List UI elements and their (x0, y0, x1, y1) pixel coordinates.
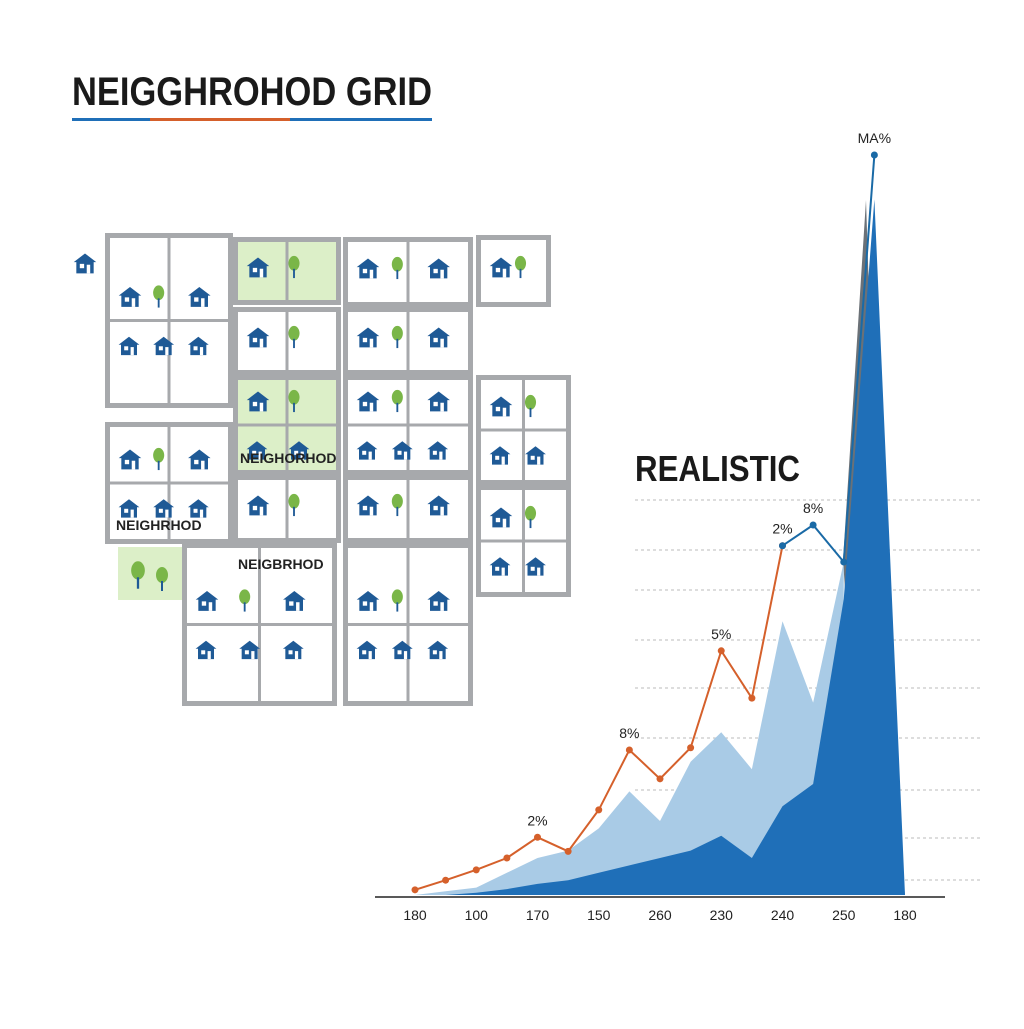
point (748, 694, 756, 702)
data-label: 8% (803, 500, 823, 516)
point (564, 847, 572, 855)
title-underline (150, 118, 290, 121)
plot: 180 100 170 150 260 230 240 250 180 2% 8% 5% 2% 8% MA% (403, 130, 917, 923)
data-label: 8% (619, 725, 639, 741)
point (779, 542, 786, 550)
block-inner (481, 240, 546, 302)
point (534, 833, 541, 841)
x-tick-label: 180 (403, 907, 427, 923)
point (442, 876, 450, 884)
x-tick-label: 170 (526, 907, 550, 923)
page-title: NEIGGHROHOD GRID (72, 70, 432, 114)
point (411, 886, 419, 894)
data-label: 2% (527, 812, 547, 828)
house-icon (73, 253, 97, 274)
data-label: 5% (711, 626, 731, 642)
block-label: NEIGBRHOD (238, 556, 324, 572)
area (415, 562, 844, 895)
block-label: NEIGHRHOD (116, 517, 202, 533)
x-tick-label: 180 (893, 907, 917, 923)
x-tick-label: 240 (771, 907, 795, 923)
line (781, 154, 876, 565)
x-tick-label: 260 (648, 907, 672, 923)
point (687, 744, 695, 752)
point (656, 775, 664, 783)
block-label: NEIGHORHOD (240, 450, 336, 466)
point (870, 151, 878, 159)
point (840, 558, 848, 566)
title-underline (72, 118, 150, 121)
area (415, 199, 905, 895)
neighborhood-grid (105, 233, 571, 706)
point (717, 647, 725, 655)
point (809, 521, 817, 529)
point (595, 806, 603, 814)
park (118, 547, 182, 600)
chart-annotation: REALISTIC (635, 448, 800, 489)
x-tick-label: 150 (587, 907, 611, 923)
data-label: 2% (772, 521, 792, 537)
point (503, 854, 511, 862)
x-tick-label: 100 (465, 907, 489, 923)
point (472, 866, 480, 874)
point (625, 746, 633, 754)
x-tick-label: 250 (832, 907, 856, 923)
title-underline (290, 118, 432, 121)
data-label: MA% (858, 130, 891, 146)
x-tick-label: 230 (710, 907, 734, 923)
